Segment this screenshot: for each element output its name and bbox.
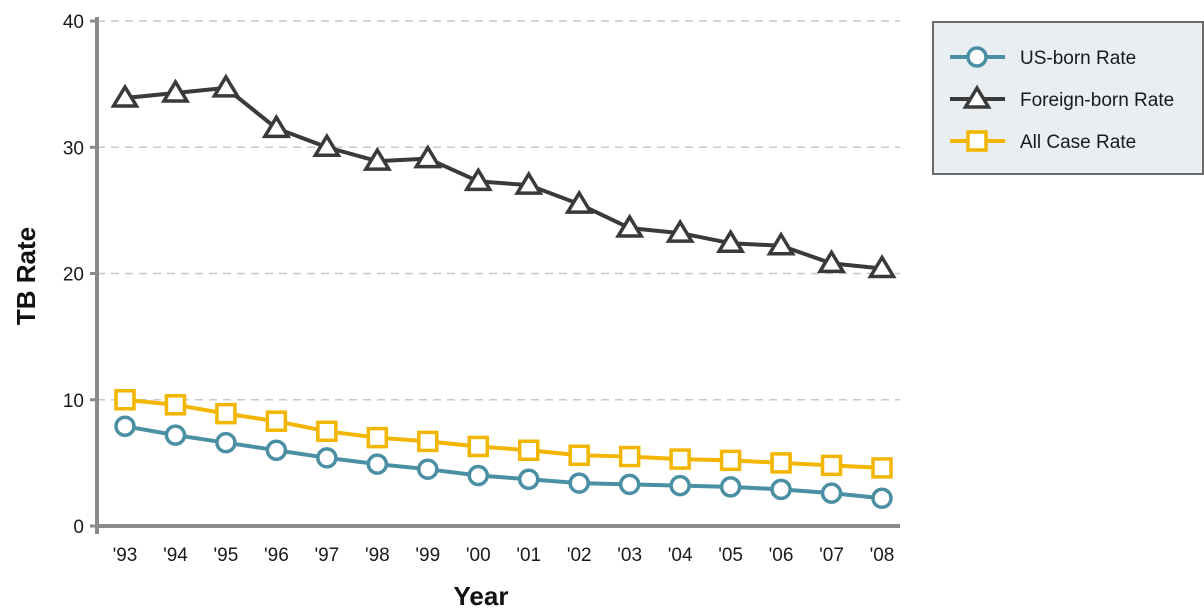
data-point-us-born-rate xyxy=(618,473,641,496)
x-tick-label: '05 xyxy=(718,545,743,566)
x-tick-label: '94 xyxy=(163,545,188,566)
x-tick-label: '96 xyxy=(264,545,289,566)
data-point-all-case-rate xyxy=(316,420,338,443)
x-tick-label: '93 xyxy=(113,545,138,566)
x-axis-title: Year xyxy=(454,581,509,611)
y-tick-label: 40 xyxy=(63,12,84,33)
data-point-all-case-rate xyxy=(719,449,742,472)
data-point-foreign-born-rate xyxy=(715,228,746,253)
data-point-all-case-rate xyxy=(215,402,237,425)
data-point-us-born-rate xyxy=(820,482,843,504)
data-point-all-case-rate xyxy=(467,435,490,458)
data-point-foreign-born-rate xyxy=(564,189,594,214)
x-tick-label: '03 xyxy=(617,545,642,566)
data-point-foreign-born-rate xyxy=(665,218,695,243)
data-point-us-born-rate xyxy=(467,464,490,487)
data-point-us-born-rate xyxy=(164,424,187,446)
data-point-foreign-born-rate xyxy=(312,132,342,157)
series-line-us-born-rate xyxy=(124,424,883,501)
x-tick-label: '02 xyxy=(567,545,592,566)
series-us-born-rate xyxy=(114,415,893,509)
axes xyxy=(95,17,900,534)
x-tick-label: '06 xyxy=(769,545,794,566)
legend-marker-square xyxy=(966,130,988,152)
data-point-us-born-rate xyxy=(316,447,338,469)
data-point-foreign-born-rate xyxy=(615,213,645,238)
data-point-all-case-rate xyxy=(114,389,136,411)
data-point-foreign-born-rate xyxy=(160,78,191,103)
data-point-us-born-rate xyxy=(568,472,590,494)
data-point-us-born-rate xyxy=(114,415,136,438)
data-point-us-born-rate xyxy=(215,431,237,454)
data-point-us-born-rate xyxy=(417,458,439,480)
series-foreign-born-rate xyxy=(110,73,897,279)
data-point-foreign-born-rate xyxy=(463,166,493,192)
data-point-foreign-born-rate xyxy=(110,83,140,108)
data-point-foreign-born-rate xyxy=(766,231,796,256)
x-tick-labels: '93 '94 '95 '96 '97 '98 '99 '00 '01 '02 '03 '04 '05 '… xyxy=(113,545,895,566)
legend-item-foreign-born-rate: Foreign-born Rate xyxy=(950,84,1174,111)
data-point-us-born-rate xyxy=(366,453,389,475)
data-point-all-case-rate xyxy=(871,457,893,479)
data-point-all-case-rate xyxy=(417,430,439,453)
data-point-foreign-born-rate xyxy=(261,113,292,139)
grid-lines xyxy=(97,20,900,401)
x-tick-label: '01 xyxy=(516,545,541,566)
data-point-foreign-born-rate xyxy=(816,249,847,274)
legend-marker-triangle xyxy=(962,84,992,109)
legend-item-all-case-rate: All Case Rate xyxy=(950,130,1136,153)
legend-label: All Case Rate xyxy=(1020,132,1136,153)
series-layer xyxy=(110,73,897,509)
series-all-case-rate xyxy=(114,389,893,479)
legend: US-born Rate Foreign-born Rate All Case Ra… xyxy=(932,21,1204,175)
y-tick-label: 30 xyxy=(63,138,84,159)
data-point-all-case-rate xyxy=(770,452,792,474)
data-point-all-case-rate xyxy=(164,394,187,416)
data-point-us-born-rate xyxy=(871,487,893,509)
y-tick-label: 10 xyxy=(63,391,84,412)
legend-label: US-born Rate xyxy=(1020,48,1136,69)
x-tick-label: '97 xyxy=(314,545,339,566)
y-tick-labels: 0 10 20 30 40 xyxy=(63,12,97,538)
x-tick-label: '08 xyxy=(870,545,895,566)
data-point-foreign-born-rate xyxy=(362,146,392,171)
data-point-all-case-rate xyxy=(517,439,540,461)
legend-label: Foreign-born Rate xyxy=(1020,90,1174,111)
legend-marker-circle xyxy=(966,46,988,68)
legend-item-us-born-rate: US-born Rate xyxy=(950,46,1136,69)
data-point-all-case-rate xyxy=(568,444,590,467)
series-line-foreign-born-rate xyxy=(124,85,883,271)
series-line-all-case-rate xyxy=(124,397,883,470)
data-point-all-case-rate xyxy=(366,426,389,449)
x-tick-label: '95 xyxy=(214,545,239,566)
data-point-us-born-rate xyxy=(517,468,540,491)
data-point-us-born-rate xyxy=(669,474,691,497)
x-tick-label: '99 xyxy=(415,545,440,566)
data-point-all-case-rate xyxy=(669,448,691,470)
y-axis-title: TB Rate xyxy=(11,227,41,325)
data-point-foreign-born-rate xyxy=(211,73,241,98)
data-point-us-born-rate xyxy=(770,478,792,501)
data-point-all-case-rate xyxy=(618,445,641,468)
data-point-us-born-rate xyxy=(719,476,742,498)
y-tick-label: 0 xyxy=(73,517,84,538)
x-tick-label: '04 xyxy=(668,545,693,566)
x-tick-label: '07 xyxy=(819,545,844,566)
x-tick-label: '00 xyxy=(466,545,491,566)
data-point-us-born-rate xyxy=(265,439,288,461)
data-point-foreign-born-rate xyxy=(413,144,443,169)
x-tick-label: '98 xyxy=(365,545,390,566)
data-point-all-case-rate xyxy=(820,454,843,477)
data-point-foreign-born-rate xyxy=(514,170,544,195)
y-tick-label: 20 xyxy=(63,265,84,286)
data-point-foreign-born-rate xyxy=(867,254,897,279)
data-point-all-case-rate xyxy=(265,410,288,432)
